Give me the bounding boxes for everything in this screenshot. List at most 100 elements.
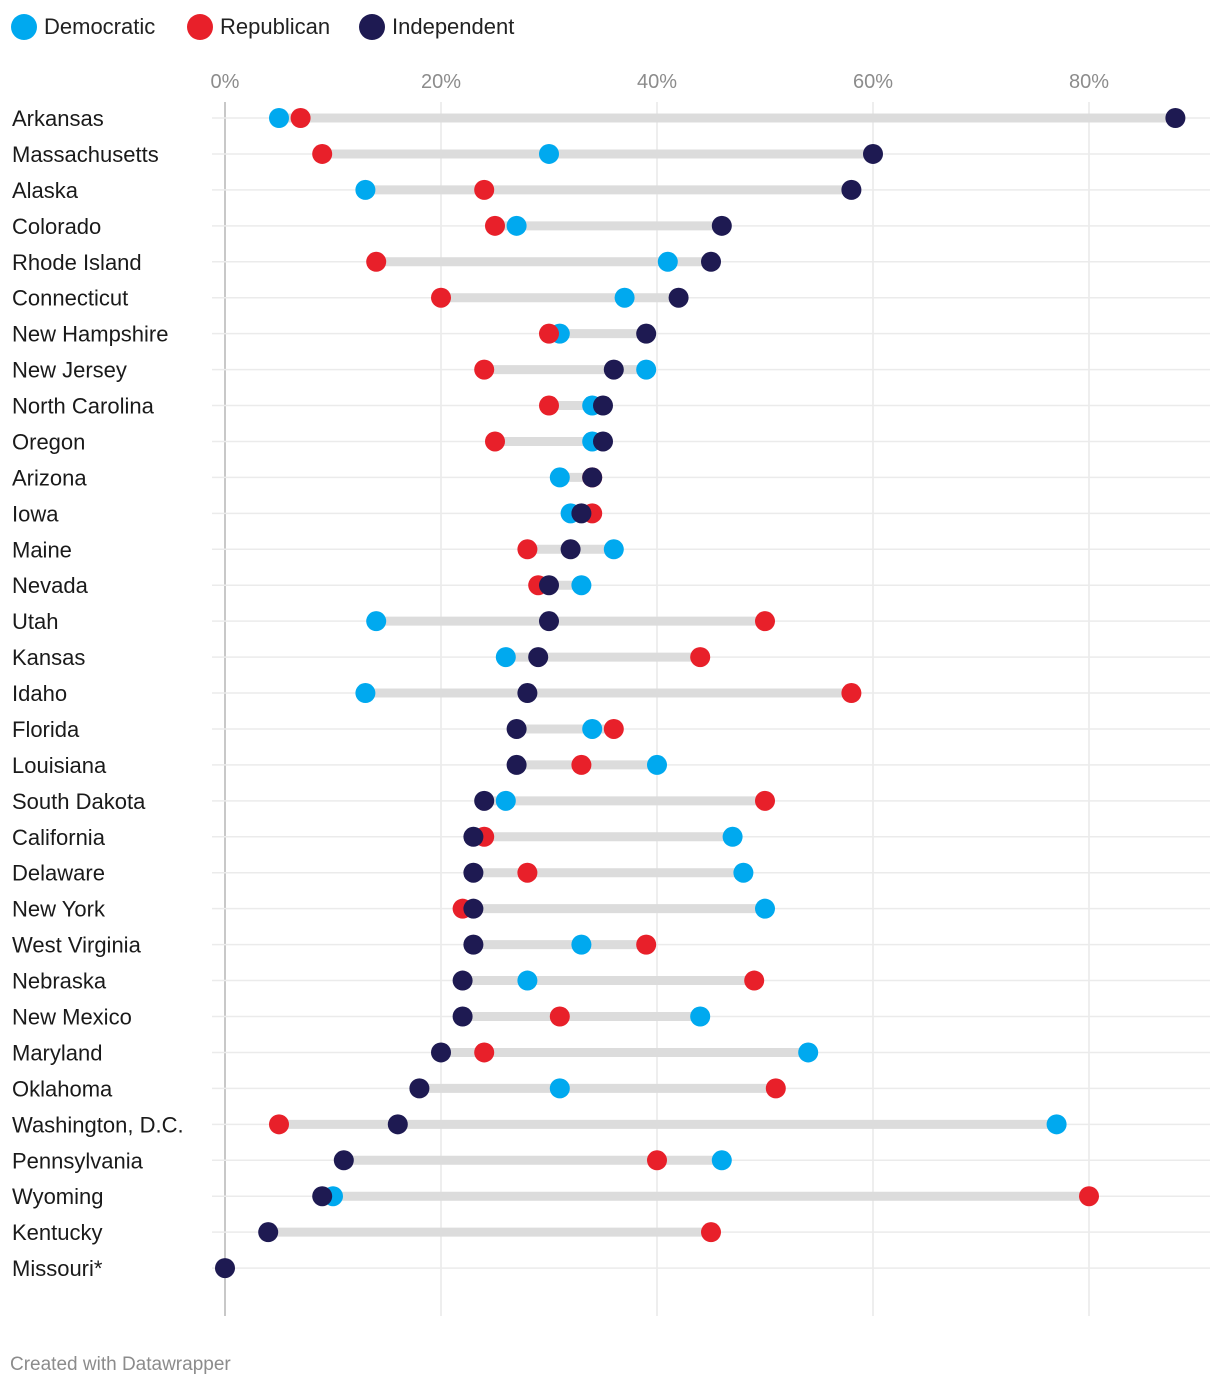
dot-republican[interactable] [755, 611, 775, 632]
dot-independent[interactable] [215, 1258, 235, 1279]
dot-independent[interactable] [863, 143, 883, 164]
dot-republican[interactable] [755, 790, 775, 811]
legend-item-independent[interactable]: Independent [359, 14, 514, 40]
dot-independent[interactable] [312, 1186, 333, 1207]
dot-democratic[interactable] [647, 754, 667, 775]
dot-democratic[interactable] [355, 683, 376, 704]
dot-republican[interactable] [290, 108, 311, 128]
dot-independent[interactable] [593, 395, 613, 416]
dot-independent[interactable] [593, 431, 613, 452]
dot-independent[interactable] [841, 179, 862, 200]
state-label: New Hampshire [12, 322, 169, 347]
dot-independent[interactable] [409, 1078, 430, 1099]
state-label: Washington, D.C. [12, 1112, 184, 1137]
dot-independent[interactable] [431, 1042, 451, 1063]
dot-republican[interactable] [431, 287, 451, 308]
row-connecticut: Connecticut [12, 286, 1210, 311]
dot-democratic[interactable] [539, 143, 559, 164]
dot-democratic[interactable] [517, 970, 538, 991]
dot-republican[interactable] [485, 431, 505, 452]
dot-republican[interactable] [647, 1150, 667, 1171]
dot-democratic[interactable] [755, 898, 775, 919]
dot-republican[interactable] [603, 718, 624, 739]
state-label: Oregon [12, 429, 85, 454]
dot-republican[interactable] [517, 862, 538, 883]
dot-independent[interactable] [463, 862, 484, 883]
dot-independent[interactable] [539, 611, 559, 632]
dot-democratic[interactable] [549, 1078, 570, 1099]
dot-independent[interactable] [603, 359, 624, 380]
dot-independent[interactable] [1165, 108, 1186, 128]
dot-independent[interactable] [528, 647, 549, 668]
dot-republican[interactable] [549, 1006, 570, 1027]
dot-republican[interactable] [701, 1222, 721, 1243]
dot-democratic[interactable] [549, 467, 570, 488]
dot-republican[interactable] [474, 359, 495, 380]
dot-independent[interactable] [463, 934, 484, 955]
dot-independent[interactable] [258, 1222, 279, 1243]
dot-democratic[interactable] [798, 1042, 819, 1063]
dot-democratic[interactable] [495, 647, 516, 668]
dot-democratic[interactable] [355, 179, 376, 200]
dot-republican[interactable] [841, 683, 862, 704]
dot-republican[interactable] [366, 251, 387, 272]
row-oklahoma: Oklahoma [12, 1076, 1210, 1101]
state-label: Iowa [12, 501, 59, 526]
dot-independent[interactable] [474, 790, 495, 811]
dot-independent[interactable] [668, 287, 689, 308]
state-label: Missouri* [12, 1256, 103, 1281]
dot-democratic[interactable] [495, 790, 516, 811]
dot-independent[interactable] [387, 1114, 408, 1135]
dot-republican[interactable] [690, 647, 711, 668]
x-axis-ticks: 0% 20% 40% 60% 80% [211, 71, 1110, 93]
dot-democratic[interactable] [269, 108, 289, 128]
dot-independent[interactable] [463, 826, 484, 847]
dot-republican[interactable] [744, 970, 765, 991]
row-new-mexico: New Mexico [12, 1005, 1210, 1030]
dot-republican[interactable] [517, 539, 538, 560]
dot-republican[interactable] [474, 179, 495, 200]
dot-republican[interactable] [312, 143, 333, 164]
dot-democratic[interactable] [366, 611, 387, 632]
dot-republican[interactable] [485, 215, 505, 236]
dot-democratic[interactable] [722, 826, 743, 847]
footer-credit[interactable]: Created with Datawrapper [10, 1354, 231, 1375]
dot-democratic[interactable] [571, 575, 592, 596]
dot-democratic[interactable] [636, 359, 657, 380]
legend-item-republican[interactable]: Republican [187, 14, 330, 40]
dot-independent[interactable] [452, 970, 473, 991]
dot-democratic[interactable] [506, 215, 527, 236]
dot-democratic[interactable] [690, 1006, 711, 1027]
dot-independent[interactable] [506, 754, 527, 775]
dot-democratic[interactable] [603, 539, 624, 560]
dot-republican[interactable] [765, 1078, 786, 1099]
dot-democratic[interactable] [582, 718, 603, 739]
dot-independent[interactable] [571, 503, 592, 524]
dot-independent[interactable] [582, 467, 603, 488]
dot-independent[interactable] [560, 539, 581, 560]
dot-independent[interactable] [517, 683, 538, 704]
dot-republican[interactable] [269, 1114, 289, 1135]
dot-republican[interactable] [636, 934, 657, 955]
dot-republican[interactable] [539, 395, 559, 416]
dot-independent[interactable] [452, 1006, 473, 1027]
dot-republican[interactable] [539, 323, 559, 344]
dot-democratic[interactable] [733, 862, 754, 883]
legend-item-democratic[interactable]: Democratic [11, 14, 155, 40]
dot-republican[interactable] [571, 754, 592, 775]
dot-democratic[interactable] [657, 251, 678, 272]
dot-republican[interactable] [474, 1042, 495, 1063]
dot-independent[interactable] [539, 575, 559, 596]
dot-republican[interactable] [1079, 1186, 1099, 1207]
dot-democratic[interactable] [711, 1150, 732, 1171]
dot-democratic[interactable] [1046, 1114, 1067, 1135]
dot-independent[interactable] [711, 215, 732, 236]
dot-democratic[interactable] [571, 934, 592, 955]
gridlines [224, 102, 1090, 1316]
dot-independent[interactable] [506, 718, 527, 739]
dot-independent[interactable] [463, 898, 484, 919]
dot-independent[interactable] [333, 1150, 354, 1171]
dot-democratic[interactable] [614, 287, 635, 308]
dot-independent[interactable] [701, 251, 721, 272]
dot-independent[interactable] [636, 323, 657, 344]
